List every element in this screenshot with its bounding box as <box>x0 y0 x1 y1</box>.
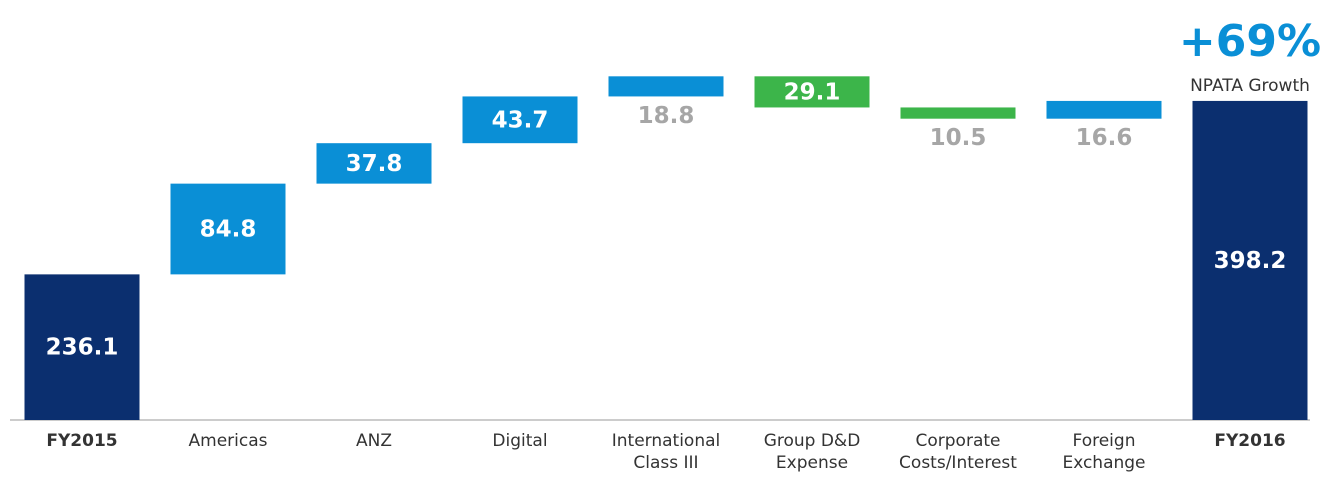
bar <box>900 107 1016 119</box>
bar <box>1192 100 1308 421</box>
bar <box>1046 100 1162 119</box>
x-tick-label: Foreign Exchange <box>1062 431 1146 473</box>
value-label: 236.1 <box>46 335 119 361</box>
value-label: 43.7 <box>492 107 549 133</box>
x-tick-label: Americas <box>188 431 268 451</box>
value-label: 29.1 <box>784 79 841 105</box>
bar <box>24 274 140 420</box>
x-tick-label: Group D&D Expense <box>763 431 861 473</box>
value-label: 10.5 <box>930 125 987 151</box>
x-tick-label: ANZ <box>356 431 392 451</box>
bar <box>170 183 286 275</box>
x-tick-label: FY2015 <box>46 431 118 451</box>
x-tick-label: FY2016 <box>1214 431 1286 451</box>
value-label: 37.8 <box>346 151 403 177</box>
growth-caption: NPATA Growth <box>1190 76 1310 96</box>
value-label: 398.2 <box>1214 248 1287 274</box>
x-tick-label: Corporate Costs/Interest <box>899 431 1017 473</box>
value-label: 18.8 <box>638 103 695 129</box>
bar <box>608 76 724 97</box>
bar <box>462 96 578 144</box>
growth-figure: +69% <box>1179 16 1320 67</box>
bar <box>316 143 432 184</box>
value-label: 16.6 <box>1076 125 1133 151</box>
bar <box>754 76 870 108</box>
x-tick-label: Digital <box>492 431 548 451</box>
value-label: 84.8 <box>200 217 257 243</box>
x-tick-label: International Class III <box>611 431 721 473</box>
